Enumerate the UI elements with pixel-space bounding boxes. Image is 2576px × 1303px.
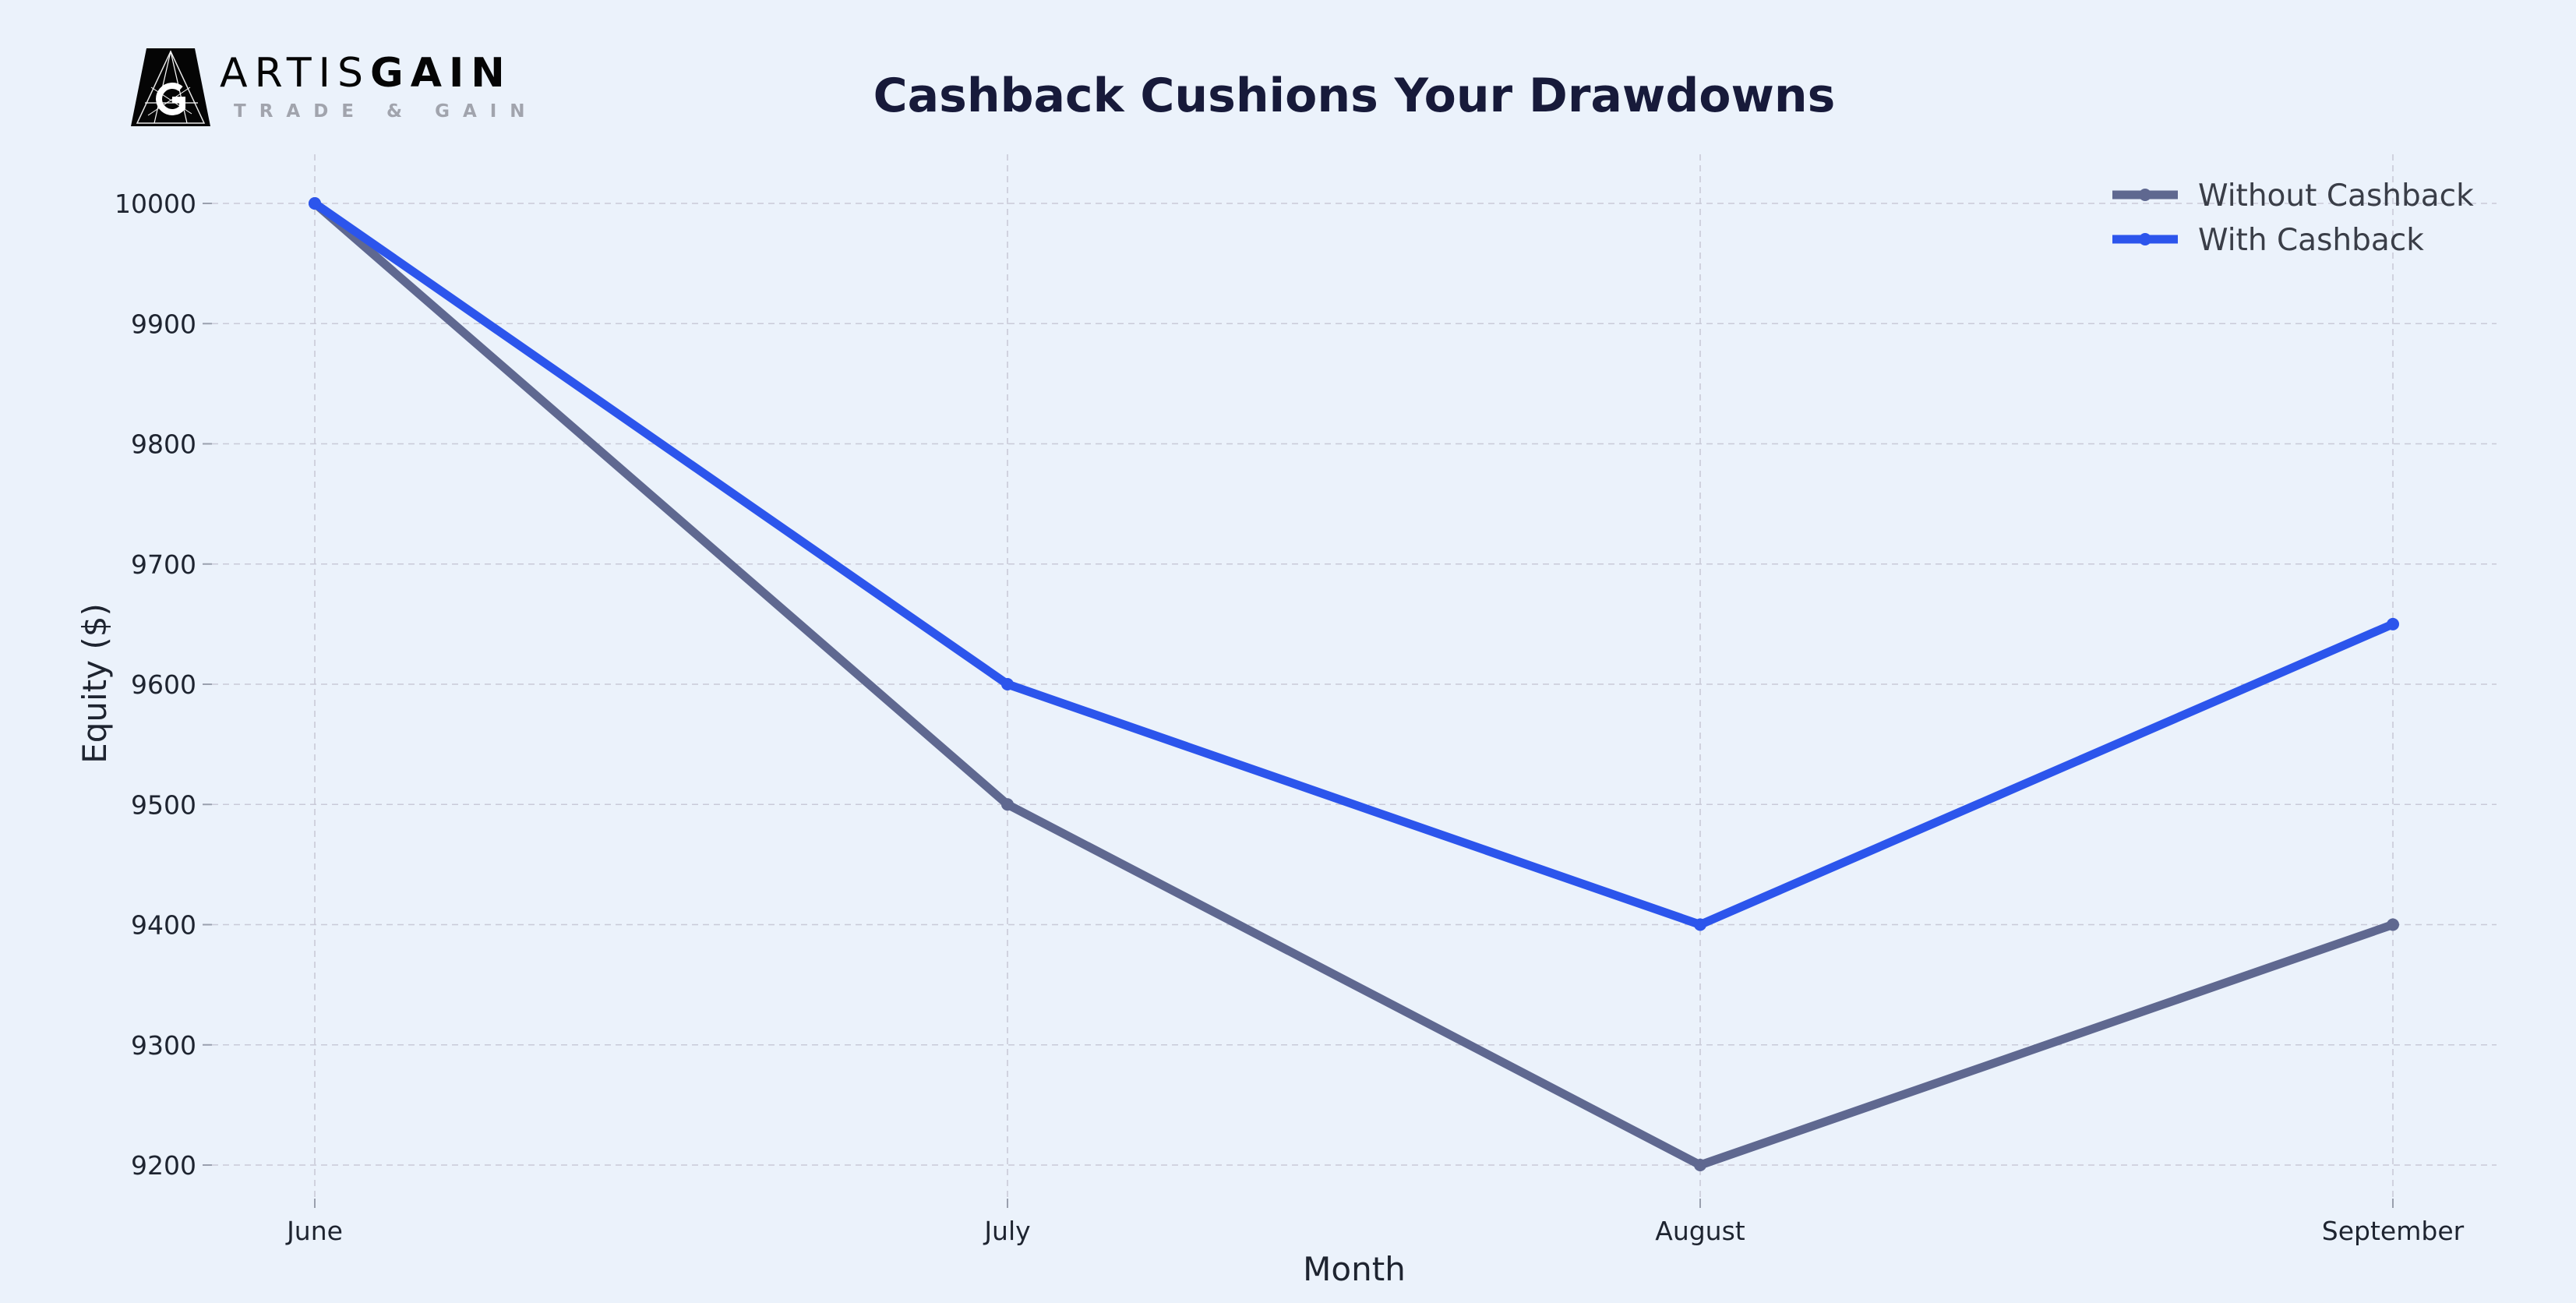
legend-label-without-cashback: Without Cashback <box>2198 178 2474 214</box>
logo-word-light: ARTIS <box>220 50 371 97</box>
artisgain-logo: ARTISGAIN TRADE & GAIN <box>131 48 525 129</box>
data-point-without-cashback <box>1001 798 1014 811</box>
axis-ticks: 9200 9300 9400 9500 9600 9700 9800 9900 10000 Jun… <box>115 189 2465 1246</box>
y-axis-label: Equity ($) <box>76 603 114 764</box>
y-tick-label: 10000 <box>115 189 196 219</box>
x-tick-label: August <box>1655 1216 1745 1246</box>
y-tick-label: 9600 <box>131 669 196 700</box>
logo-wordmark: ARTISGAIN <box>220 53 512 94</box>
y-tick-label: 9700 <box>131 549 196 580</box>
series-lines <box>309 197 2399 1171</box>
series-line-with-cashback <box>310 199 2398 929</box>
data-point-with-cashback <box>1001 678 1014 690</box>
x-tick-label: June <box>285 1216 343 1246</box>
x-tick-label: July <box>983 1216 1030 1246</box>
y-tick-label: 9800 <box>131 429 196 460</box>
x-axis-label: Month <box>1303 1250 1406 1288</box>
data-point-with-cashback <box>2387 617 2399 630</box>
x-tick-label: September <box>2322 1216 2465 1246</box>
y-tick-label: 9400 <box>131 910 196 941</box>
legend-label-with-cashback: With Cashback <box>2198 223 2424 258</box>
y-tick-label: 9200 <box>131 1150 196 1181</box>
legend-marker-without-cashback <box>2139 189 2151 201</box>
data-point-without-cashback <box>2387 918 2399 931</box>
artisgain-logo-icon <box>131 48 210 126</box>
logo-word-bold: GAIN <box>370 50 512 97</box>
y-tick-label: 9500 <box>131 789 196 820</box>
legend-marker-with-cashback <box>2139 233 2151 245</box>
data-point-with-cashback <box>309 197 321 210</box>
data-point-with-cashback <box>1694 918 1706 931</box>
logo-tagline: TRADE & GAIN <box>234 101 538 122</box>
y-tick-label: 9300 <box>131 1030 196 1061</box>
y-tick-label: 9900 <box>131 309 196 339</box>
chart-title: Cashback Cushions Your Drawdowns <box>873 69 1836 123</box>
grid-lines <box>212 154 2497 1199</box>
legend: Without Cashback With Cashback <box>2112 178 2474 258</box>
data-point-without-cashback <box>1694 1159 1706 1171</box>
series-line-without-cashback <box>310 199 2398 1170</box>
